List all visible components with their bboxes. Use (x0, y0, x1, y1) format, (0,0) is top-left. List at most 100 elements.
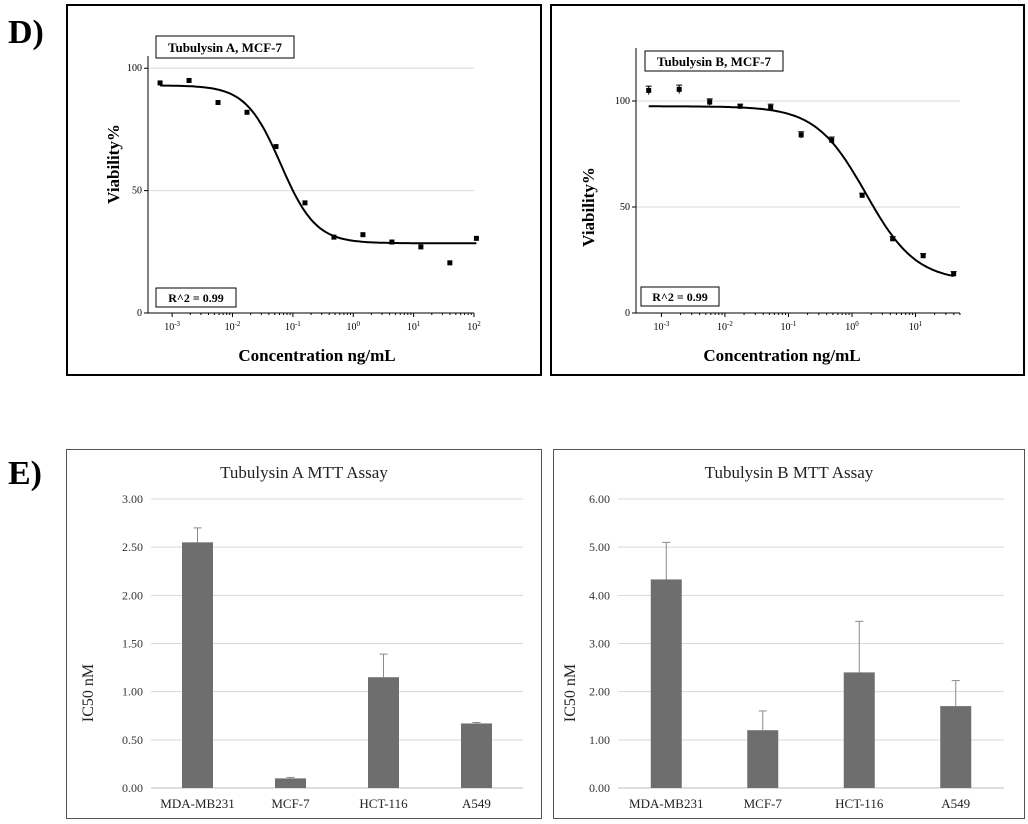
x-tick-label: 10-2 (225, 320, 241, 333)
x-tick-label: A549 (941, 796, 970, 811)
x-tick-label: 101 (909, 320, 923, 333)
y-tick-label: 2.50 (122, 540, 143, 554)
panel-label-d: D) (8, 14, 44, 51)
y-tick-label: 0.00 (122, 781, 143, 795)
x-axis-title: Concentration ng/mL (703, 346, 860, 365)
y-axis-title: IC50 nM (562, 664, 579, 722)
data-point (389, 239, 395, 245)
y-tick-label: 50 (132, 186, 142, 197)
bar (368, 677, 399, 788)
chart-title: Tubulysin A MTT Assay (220, 463, 388, 482)
x-tick-label: MCF-7 (744, 796, 783, 811)
data-point (829, 137, 835, 143)
y-tick-label: 100 (615, 96, 630, 107)
plot-area: 0 50 100 10-3 10-2 10-1 100 101 (615, 48, 961, 333)
data-point (768, 104, 774, 110)
data-point (737, 103, 743, 109)
dose-response-chart-tubulysin-a: Tubulysin A, MCF-7 R^2 = 0.99 Viability%… (66, 4, 542, 376)
chart-title: Tubulysin B, MCF-7 (657, 54, 772, 69)
fit-curve (160, 84, 477, 245)
x-tick-label: MDA-MB231 (160, 796, 234, 811)
chart-title-box (644, 50, 784, 72)
plot-area: 0.00 1.00 2.00 3.00 4.00 5.00 6.00 MDA-MB231 MCF… (589, 492, 1004, 811)
data-point (244, 109, 250, 115)
x-tick-label: HCT-116 (835, 796, 884, 811)
data-point (707, 99, 713, 105)
data-point (447, 260, 453, 266)
bar (461, 723, 492, 788)
x-tick-label: 100 (347, 320, 361, 333)
data-point (951, 271, 957, 277)
x-tick-label: MDA-MB231 (629, 796, 703, 811)
r-squared-box (155, 287, 237, 308)
y-tick-label: 100 (127, 63, 142, 74)
data-point (418, 244, 424, 250)
bar-chart-tubulysin-b: Tubulysin B MTT Assay IC50 nM 0.00 1.00 2.… (553, 449, 1025, 819)
bar-plot-a: Tubulysin A MTT Assay IC50 nM 0.00 0.50 1.… (80, 463, 523, 811)
x-tick-label: 10-1 (781, 320, 797, 333)
panel-label-e: E) (8, 455, 42, 492)
y-tick-label: 0 (625, 308, 630, 319)
bar (275, 778, 306, 788)
bar (182, 542, 213, 788)
bar (650, 579, 682, 788)
y-tick-label: 1.50 (122, 637, 143, 651)
y-tick-label: 2.00 (122, 588, 143, 602)
data-point (473, 235, 479, 241)
data-point (920, 253, 926, 259)
chart-title: Tubulysin A, MCF-7 (168, 40, 283, 55)
bar (747, 730, 779, 788)
y-tick-label: 50 (620, 202, 630, 213)
plot-area: 0 50 100 10-3 10-2 10-1 100 101 102 (127, 56, 481, 333)
x-tick-label: 10-3 (653, 320, 669, 333)
data-point (273, 144, 279, 150)
bar-chart-tubulysin-a: Tubulysin A MTT Assay IC50 nM 0.00 0.50 1.… (66, 449, 542, 819)
y-tick-label: 0.50 (122, 733, 143, 747)
x-tick-label: 10-1 (285, 320, 301, 333)
y-tick-label: 3.00 (589, 637, 610, 651)
bar-plot-b: Tubulysin B MTT Assay IC50 nM 0.00 1.00 2.… (562, 463, 1004, 811)
r-squared-label: R^2 = 0.99 (168, 291, 223, 305)
y-tick-label: 1.00 (122, 685, 143, 699)
y-tick-label: 0.00 (589, 781, 610, 795)
r-squared-label: R^2 = 0.99 (652, 290, 707, 304)
dose-response-chart-tubulysin-b: Tubulysin B, MCF-7 R^2 = 0.99 Viability%… (550, 4, 1025, 376)
x-tick-label: 10-3 (164, 320, 180, 333)
y-axis-title: IC50 nM (80, 664, 97, 722)
data-point (859, 192, 865, 198)
bar (940, 706, 972, 788)
fit-curve (648, 105, 954, 277)
chart-title-box (155, 35, 295, 59)
y-tick-label: 1.00 (589, 733, 610, 747)
x-tick-label: 10-2 (717, 320, 733, 333)
data-point (302, 200, 308, 206)
x-tick-label: MCF-7 (271, 796, 310, 811)
dose-response-plot-a: Tubulysin A, MCF-7 R^2 = 0.99 Viability%… (104, 35, 481, 365)
data-point (676, 86, 682, 92)
x-axis-title: Concentration ng/mL (238, 346, 395, 365)
x-tick-label: 101 (407, 320, 421, 333)
y-tick-label: 4.00 (589, 588, 610, 602)
dose-response-plot-b: Tubulysin B, MCF-7 R^2 = 0.99 Viability%… (579, 48, 961, 365)
x-tick-label: HCT-116 (359, 796, 408, 811)
plot-area: 0.00 0.50 1.00 1.50 2.00 2.50 3.00 MDA-MB231 MCF… (122, 492, 523, 811)
bar (843, 672, 875, 788)
y-axis-title: Viability% (579, 167, 598, 247)
x-tick-label: A549 (462, 796, 491, 811)
data-point (890, 236, 896, 242)
y-tick-label: 0 (137, 308, 142, 319)
x-tick-label: 100 (845, 320, 859, 333)
y-axis-title: Viability% (104, 124, 123, 204)
data-point (360, 232, 366, 238)
y-tick-label: 2.00 (589, 685, 610, 699)
data-point (798, 132, 804, 138)
data-point (186, 77, 192, 83)
chart-title: Tubulysin B MTT Assay (705, 463, 874, 482)
r-squared-box (640, 286, 720, 307)
data-point (157, 80, 163, 86)
x-tick-label: 102 (467, 320, 481, 333)
data-point (646, 87, 652, 93)
y-tick-label: 5.00 (589, 540, 610, 554)
y-tick-label: 6.00 (589, 492, 610, 506)
y-tick-label: 3.00 (122, 492, 143, 506)
